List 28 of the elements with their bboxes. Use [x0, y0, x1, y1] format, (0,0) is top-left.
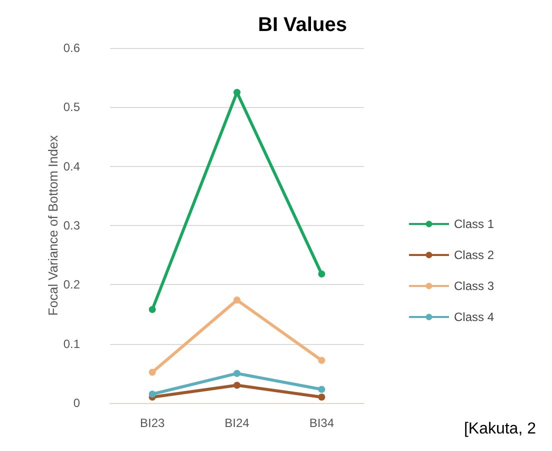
y-tick-label: 0.6: [63, 41, 80, 55]
legend-label: Class 3: [454, 279, 494, 293]
point: [234, 382, 240, 389]
y-tick-label: 0.3: [63, 218, 80, 232]
y-tick-label: 0.1: [63, 336, 80, 351]
chart-title: BI Values: [258, 14, 347, 36]
x-tick-label: BI24: [224, 416, 250, 430]
point: [148, 306, 156, 314]
legend-label: Class 2: [454, 248, 494, 262]
point: [318, 394, 326, 401]
point: [148, 390, 156, 398]
y-tick-label: 0.5: [63, 100, 80, 114]
point: [318, 356, 326, 364]
text: [Kakuta, 2: [464, 420, 536, 438]
y-tick-label: 0.2: [63, 278, 80, 292]
y-axis-title: Focal Variance of Bottom Index: [45, 134, 60, 316]
legend-label: Class 1: [454, 217, 494, 231]
legend-label: Class 4: [454, 310, 494, 324]
x-tick-label: BI34: [309, 416, 334, 430]
point: [148, 368, 156, 376]
point: [234, 296, 240, 304]
y-tick-label: 0.4: [63, 159, 80, 174]
point: [318, 386, 326, 393]
y-tick-label: 0: [73, 396, 80, 410]
x-tick-label: BI23: [140, 416, 165, 430]
point: [318, 270, 326, 278]
point: [234, 88, 240, 96]
point: [234, 370, 240, 377]
